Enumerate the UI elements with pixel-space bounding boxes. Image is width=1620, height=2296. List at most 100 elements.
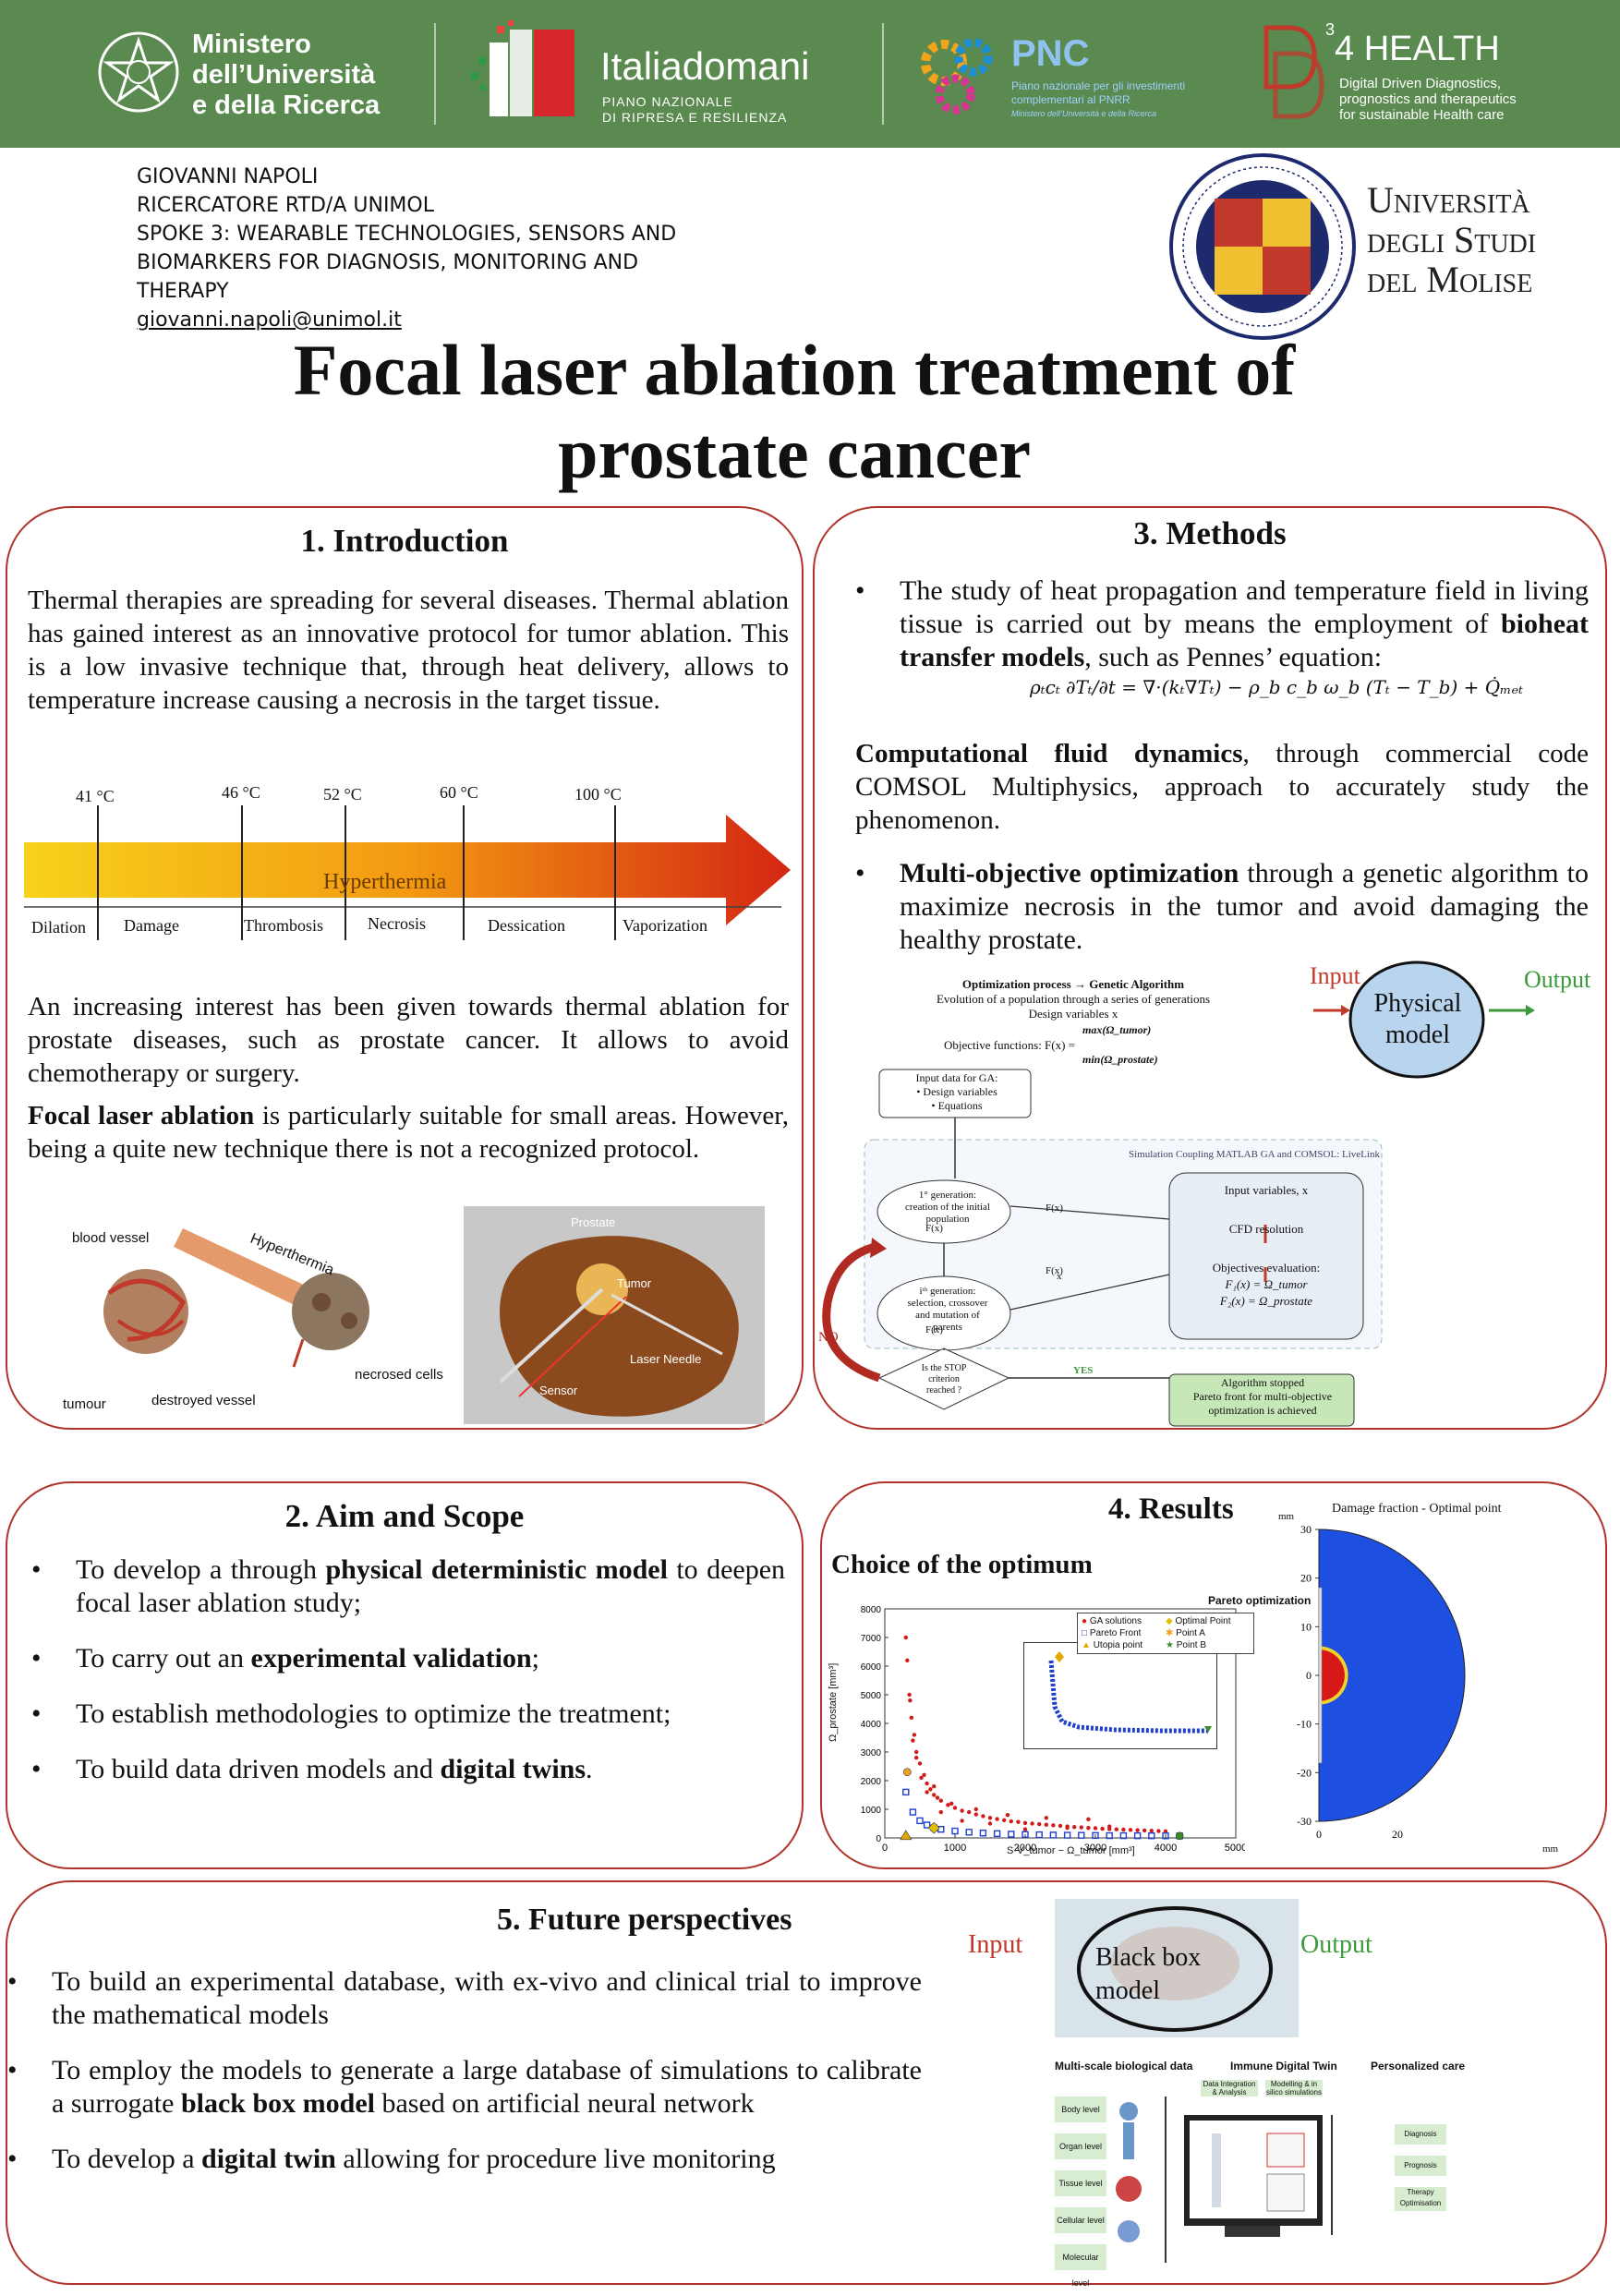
cfd-paragraph: Computational fluid dynamics, through co… — [855, 737, 1589, 837]
hyperthermia-label: Hyperthermia — [323, 870, 447, 894]
flow-gen1: 1° generation: creation of the initial p… — [881, 1190, 1014, 1226]
legend-front-icon: □ — [1082, 1628, 1090, 1638]
twin-diagram-icon — [1116, 2097, 1333, 2263]
legend-opt-label: Optimal Point — [1175, 1616, 1231, 1626]
pareto-front-point — [923, 1821, 931, 1829]
ga-solution-point — [919, 1775, 924, 1781]
flow-right-box: Input variables, x CFD resolution Object… — [1171, 1182, 1361, 1310]
ga-solution-point — [911, 1738, 915, 1743]
mur-logo: Ministero dell’Università e della Ricerc… — [92, 17, 397, 132]
level-organ: Organ level — [1055, 2133, 1106, 2159]
ga-solution-point — [1072, 1825, 1077, 1830]
page-title: Focal laser ablation treatment of prosta… — [148, 329, 1441, 495]
legend-a: ✱ Point A — [1166, 1627, 1250, 1639]
pareto-front-point — [979, 1830, 987, 1837]
prostate-domain — [1318, 1529, 1466, 1822]
future-item-2-post: based on artificial neural network — [374, 2088, 755, 2119]
ga-solution-point — [1005, 1813, 1010, 1818]
flow-end-3: optimization is achieved — [1208, 1404, 1317, 1417]
x-tick-label: 3000 — [1084, 1843, 1106, 1854]
ga-solution-point — [960, 1819, 964, 1823]
emblem-icon — [98, 31, 179, 113]
legend-ga: ● GA solutions — [1082, 1615, 1166, 1627]
damage-y-tick-label: -10 — [1297, 1718, 1312, 1731]
digital-twin-figure: Multi-scale biological data Immune Digit… — [1046, 2060, 1470, 2288]
legend-ga-icon: ● — [1082, 1616, 1090, 1626]
pareto-front-point — [1035, 1831, 1043, 1839]
physical-model-line-2: model — [1385, 1021, 1450, 1049]
future-item-2: To employ the models to generate a large… — [7, 2054, 922, 2121]
ga-solution-point — [1022, 1820, 1028, 1826]
aim-panel: 2. Aim and Scope To develop a through ph… — [6, 1481, 804, 1869]
methods-bullet-1: The study of heat propagation and temper… — [855, 574, 1589, 674]
y-tick-label: 8000 — [861, 1605, 882, 1615]
flow-stop: Is the STOP criterion reached ? — [907, 1363, 981, 1396]
header-divider — [434, 23, 436, 125]
aim-item-3: To establish methodologies to optimize t… — [31, 1698, 785, 1731]
stage-dilation: Dilation — [31, 918, 86, 937]
blackbox-input-label: Input — [968, 1930, 1023, 1959]
pennes-equation: ρₜcₜ ∂Tₜ/∂t = ∇·(kₜ∇Tₜ) − ρ_b c_b ω_b (T… — [1029, 676, 1524, 698]
level-body: Body level — [1055, 2097, 1106, 2122]
flow-stop-2: criterion — [928, 1374, 960, 1384]
legend-ga-label: GA solutions — [1089, 1616, 1142, 1626]
flow-sub-1: Evolution of a population through a seri… — [936, 992, 1211, 1006]
legend-b: ★ Point B — [1166, 1639, 1250, 1651]
fig-label-laser-needle: Laser Needle — [630, 1352, 702, 1366]
physical-input-label: Input — [1310, 962, 1360, 989]
pareto-front-point — [1119, 1831, 1128, 1840]
level-molecular: Molecular level — [1055, 2244, 1106, 2288]
ga-solution-point — [1016, 1819, 1021, 1824]
d34health-logo: 3 4 HEALTH Digital Driven Diagnostics, p… — [1261, 17, 1593, 132]
aim-item-4-post: . — [586, 1754, 593, 1784]
hyperthermia-cells-figure — [103, 1228, 369, 1368]
pareto-front-point — [902, 1788, 910, 1796]
introduction-paragraph-2: An increasing interest has been given to… — [28, 992, 789, 1088]
aim-item-1-bold: physical deterministic model — [325, 1554, 668, 1585]
aim-item-2-pre: To carry out an — [76, 1643, 251, 1674]
ga-solution-point — [908, 1698, 913, 1703]
ga-solution-point — [1149, 1829, 1154, 1833]
ga-solution-point — [973, 1812, 978, 1817]
pareto-title: Pareto optimization — [1208, 1594, 1312, 1607]
care-prognosis: Prognosis — [1395, 2156, 1446, 2176]
aim-item-1-post: to deepen focal laser ablation study; — [76, 1554, 786, 1618]
stage-damage: Damage — [124, 916, 179, 935]
pareto-front-point — [1022, 1831, 1029, 1838]
fig-label-necrosed: necrosed cells — [355, 1367, 443, 1383]
ga-solution-point — [960, 1808, 964, 1813]
methods-heading: 3. Methods — [1133, 515, 1287, 551]
multiobjective-bold: Multi-objective optimization — [900, 858, 1239, 888]
stage-vaporization: Vaporization — [623, 916, 707, 935]
pareto-front-point — [1106, 1831, 1113, 1840]
author-block: GIOVANNI NAPOLI RICERCATORE RTD/A UNIMOL… — [137, 163, 709, 334]
flow-title: Optimization process → Genetic Algorithm — [961, 977, 1185, 991]
title-line-2: prostate cancer — [558, 413, 1031, 493]
unimol-name: Università degli Studi del Molise — [1367, 180, 1570, 299]
ga-solution-point — [1107, 1824, 1112, 1829]
author-email[interactable]: giovanni.napoli@unimol.it — [137, 308, 402, 332]
temp-label-100: 100 °C — [574, 785, 622, 804]
flow-fx-3: F(x) — [925, 1223, 943, 1234]
legend-utopia: ▲ Utopia point — [1082, 1639, 1166, 1651]
flow-objective: Objective functions: F(x) = — [944, 1038, 1075, 1052]
pixel-flag-icon — [471, 20, 574, 116]
future-item-1: To build an experimental database, with … — [7, 1965, 922, 2032]
future-item-3-bold: digital twin — [201, 2144, 336, 2174]
author-role: RICERCATORE RTD/A UNIMOL — [137, 194, 434, 217]
author-name: GIOVANNI NAPOLI — [137, 165, 319, 188]
temp-label-60: 60 °C — [440, 783, 478, 802]
unimol-seal-icon — [1169, 153, 1356, 340]
introduction-paragraph-1: Thermal therapies are spreading for seve… — [28, 586, 789, 715]
hyperthermia-scale-figure — [24, 805, 791, 940]
focal-laser-bold: Focal laser ablation — [28, 1101, 255, 1130]
care-diagnosis: Diagnosis — [1395, 2124, 1446, 2145]
twin-col-3: Personalized care — [1371, 2060, 1466, 2072]
genetic-algorithm-flowchart — [822, 1069, 1383, 1427]
fig-label-sensor: Sensor — [539, 1384, 578, 1397]
ga-solution-point — [1100, 1826, 1105, 1831]
x-tick-label: 1000 — [944, 1843, 966, 1854]
pareto-front-point — [951, 1827, 959, 1835]
ga-solution-point — [932, 1784, 937, 1789]
ga-solution-point — [1009, 1819, 1013, 1824]
